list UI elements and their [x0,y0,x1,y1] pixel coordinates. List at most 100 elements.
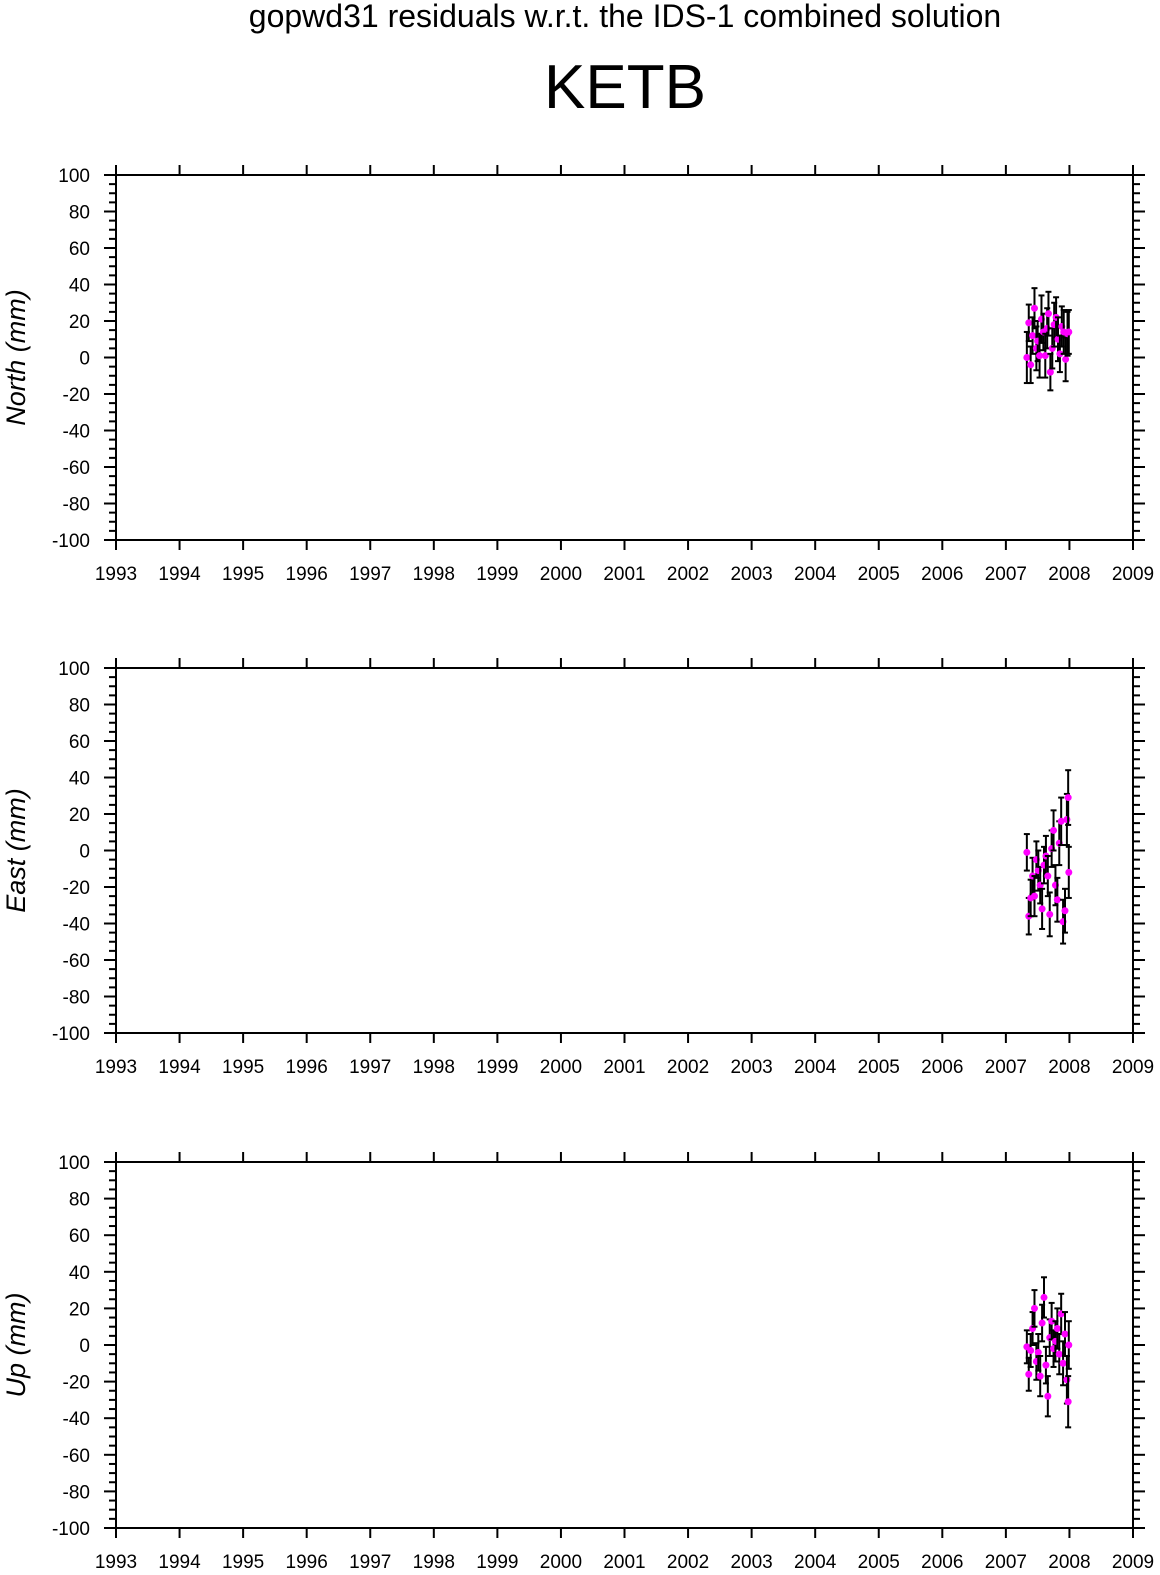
data-point [1048,1317,1056,1325]
data-point [1053,896,1061,904]
data-point [1041,352,1049,360]
data-point [1030,892,1038,900]
y-tick-label: 40 [69,769,90,790]
x-tick-label: 2008 [1048,1552,1090,1573]
data-point [1044,310,1052,318]
x-tick-label: 2003 [730,1057,772,1078]
y-tick-label: 20 [69,312,90,333]
y-tick-label: -80 [63,495,90,516]
chart-panel: 1993 1994 1995 1996 1997 1998 1999 2000 2001 2002… [1,1152,1154,1573]
y-tick-label: 80 [69,203,90,224]
x-tick-label: 2001 [603,564,645,585]
x-tick-label: 2000 [540,564,582,585]
x-tick-label: 2001 [603,1057,645,1078]
data-point [1055,1350,1063,1358]
y-tick-label: -80 [63,1482,90,1503]
x-tick-label: 1994 [158,1552,201,1573]
x-tick-label: 2005 [858,564,900,585]
data-point [1065,868,1073,876]
y-tick-label: 0 [79,1336,90,1357]
y-tick-label: -20 [63,385,90,406]
x-tick-label: 2002 [667,1552,709,1573]
x-tick-label: 2003 [730,564,772,585]
data-point [1059,1359,1067,1367]
x-tick-label: 2006 [921,1057,963,1078]
x-tick-label: 1994 [158,564,201,585]
x-tick-label: 1999 [476,1057,518,1078]
data-point [1063,1376,1071,1384]
x-tick-label: 2004 [794,564,837,585]
x-tick-label: 2004 [794,1552,837,1573]
y-tick-label: 40 [69,276,90,297]
x-tick-label: 1998 [413,564,455,585]
x-tick-label: 2009 [1112,564,1154,585]
y-tick-label: -40 [63,1409,90,1430]
x-tick-label: 1999 [476,1552,518,1573]
y-tick-label: 80 [69,1190,90,1211]
y-tick-label: 40 [69,1263,90,1284]
data-point [1025,1370,1033,1378]
plot-frame [115,1161,1134,1529]
data-point [1023,848,1031,856]
data-point [1046,368,1054,376]
x-tick-label: 1994 [158,1057,201,1078]
data-point [1044,1392,1052,1400]
x-tick-label: 1993 [95,1057,137,1078]
data-point [1061,1330,1069,1338]
y-tick-label: 60 [69,732,90,753]
y-tick-label: -20 [63,1373,90,1394]
data-point [1040,1293,1048,1301]
data-point [1038,905,1046,913]
y-tick-label: 80 [69,696,90,717]
x-tick-label: 2005 [858,1552,900,1573]
x-tick-label: 2003 [730,1552,772,1573]
y-tick-label: -60 [63,951,90,972]
x-tick-label: 2006 [921,1552,963,1573]
y-tick-label: -20 [63,878,90,899]
data-point [1044,872,1052,880]
data-point [1029,332,1037,340]
data-point [1027,361,1035,369]
plot-title: gopwd31 residuals w.r.t. the IDS-1 combi… [248,0,1002,34]
x-tick-label: 1993 [95,564,137,585]
x-tick-label: 2007 [985,1057,1027,1078]
x-tick-label: 2002 [667,564,709,585]
data-point [1065,1341,1073,1349]
data-point [1056,350,1064,358]
x-tick-label: 1997 [349,1552,391,1573]
y-tick-label: 20 [69,1299,90,1320]
data-point [1064,794,1072,802]
y-tick-label: 60 [69,239,90,260]
y-tick-label: 60 [69,1226,90,1247]
data-point [1046,910,1054,918]
x-tick-label: 1995 [222,1552,264,1573]
y-tick-label: 0 [79,349,90,370]
y-tick-label: -60 [63,1446,90,1467]
data-point [1027,1346,1035,1354]
data-point [1023,354,1031,361]
station-name: KETB [544,53,706,122]
y-tick-label: -40 [63,422,90,443]
data-point [1036,352,1044,360]
x-tick-label: 2009 [1112,1057,1154,1078]
data-point [1030,304,1038,312]
x-tick-label: 1998 [413,1552,455,1573]
data-point [1062,355,1070,363]
x-tick-label: 2008 [1048,564,1090,585]
data-point [1064,1398,1072,1406]
data-point [1063,815,1071,823]
y-tick-label: -100 [52,1024,90,1045]
plot-frame [115,174,1134,541]
x-tick-label: 1999 [476,564,518,585]
plot-frame [115,667,1134,1034]
x-tick-label: 1995 [222,1057,264,1078]
data-point [1061,907,1069,915]
x-tick-label: 2001 [603,1552,645,1573]
y-tick-label: -80 [63,988,90,1009]
x-tick-label: 2000 [540,1552,582,1573]
x-tick-label: 2004 [794,1057,837,1078]
data-point [1050,826,1058,834]
x-tick-label: 2007 [985,564,1027,585]
x-tick-label: 2007 [985,1552,1027,1573]
